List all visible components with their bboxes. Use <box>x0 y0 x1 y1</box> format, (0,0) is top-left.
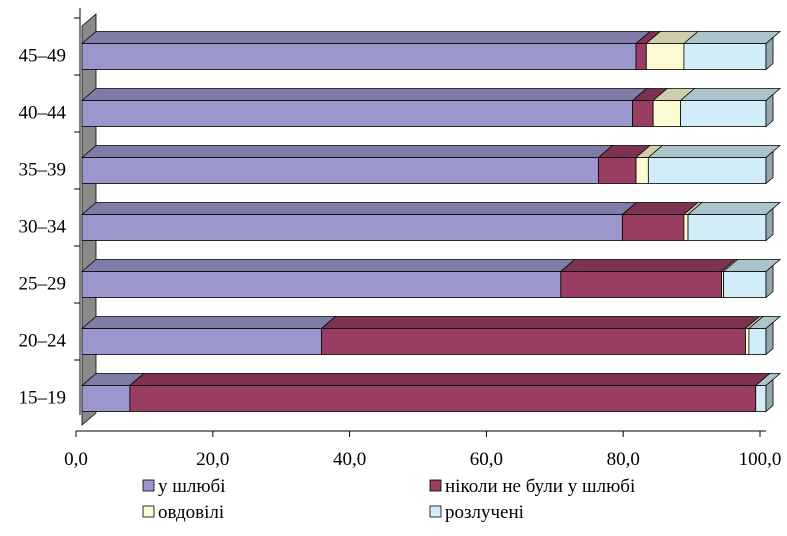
bar-segment <box>320 328 746 355</box>
category-label: 45–49 <box>19 46 67 67</box>
x-tick-label: 0,0 <box>64 449 88 470</box>
bar-segment-top <box>80 145 614 158</box>
legend-label: розлучені <box>445 502 524 523</box>
legend-label: ніколи не були у шлюбі <box>445 476 635 497</box>
bar-segment <box>621 214 685 241</box>
bar-end-face <box>765 264 774 299</box>
bar-segment <box>81 328 322 355</box>
bar-segment <box>645 43 685 70</box>
bar-segment-top <box>80 88 648 101</box>
bar-segment <box>683 214 689 241</box>
bar-segment-top <box>686 202 782 215</box>
category-label: 30–34 <box>19 217 67 238</box>
x-tick-label: 80,0 <box>607 449 640 470</box>
legend: у шлюбі ніколи не були у шлюбі овдовілі роз… <box>142 476 635 523</box>
category-label: 20–24 <box>19 331 67 352</box>
bars-group <box>80 31 782 413</box>
bar-end-face <box>765 150 774 185</box>
bar-segment-top <box>80 202 638 215</box>
bar-segment <box>687 214 767 241</box>
bar-segment <box>81 157 599 184</box>
x-tick-label: 20,0 <box>196 449 229 470</box>
bar-segment <box>755 385 767 412</box>
bar-segment <box>81 100 634 127</box>
bar-segment-top <box>80 31 652 44</box>
bar-segment-top <box>320 316 761 329</box>
bar-segment <box>81 43 637 70</box>
legend-swatch <box>142 505 155 518</box>
bar-segment <box>680 100 767 127</box>
bar-segment <box>683 43 767 70</box>
bar-segment-top <box>679 88 782 101</box>
bar-segment-top <box>682 31 782 44</box>
bar-segment <box>748 328 767 355</box>
bar-end-face <box>765 36 774 71</box>
category-label: 25–29 <box>19 274 67 295</box>
axes-group: 15–19 20–24 25–29 30–34 35–39 40–44 45–49 0,0 20… <box>19 8 782 470</box>
category-label: 40–44 <box>19 103 67 124</box>
bar-segment <box>647 157 767 184</box>
bar-segment-top <box>80 259 576 272</box>
x-tick-label: 100,0 <box>739 449 782 470</box>
legend-swatch <box>142 479 155 492</box>
bar-segment-top <box>559 259 737 272</box>
bar-segment <box>81 271 562 298</box>
bar-segment <box>598 157 637 184</box>
bar-end-face <box>765 321 774 356</box>
bar-segment <box>81 385 131 412</box>
bar-segment <box>635 43 647 70</box>
bar-end-face <box>765 207 774 242</box>
category-label: 15–19 <box>19 388 67 409</box>
bar-segment <box>635 157 649 184</box>
bar-segment-top <box>80 316 337 329</box>
bar-segment <box>81 214 623 241</box>
bar-segment <box>723 271 767 298</box>
x-tick-label: 40,0 <box>333 449 366 470</box>
bar-segment-top <box>128 373 771 386</box>
bar-segment <box>560 271 722 298</box>
bar-segment <box>652 100 681 127</box>
bar-segment <box>632 100 654 127</box>
legend-swatch <box>429 505 442 518</box>
bar-segment-top <box>647 145 782 158</box>
legend-swatch <box>429 479 442 492</box>
x-tick-label: 60,0 <box>470 449 503 470</box>
bar-end-face <box>765 93 774 128</box>
legend-label: овдовілі <box>158 502 224 523</box>
bar-segment <box>745 328 750 355</box>
category-label: 35–39 <box>19 160 67 181</box>
legend-label: у шлюбі <box>158 476 226 497</box>
bar-end-face <box>765 378 774 413</box>
bar-segment <box>129 385 757 412</box>
